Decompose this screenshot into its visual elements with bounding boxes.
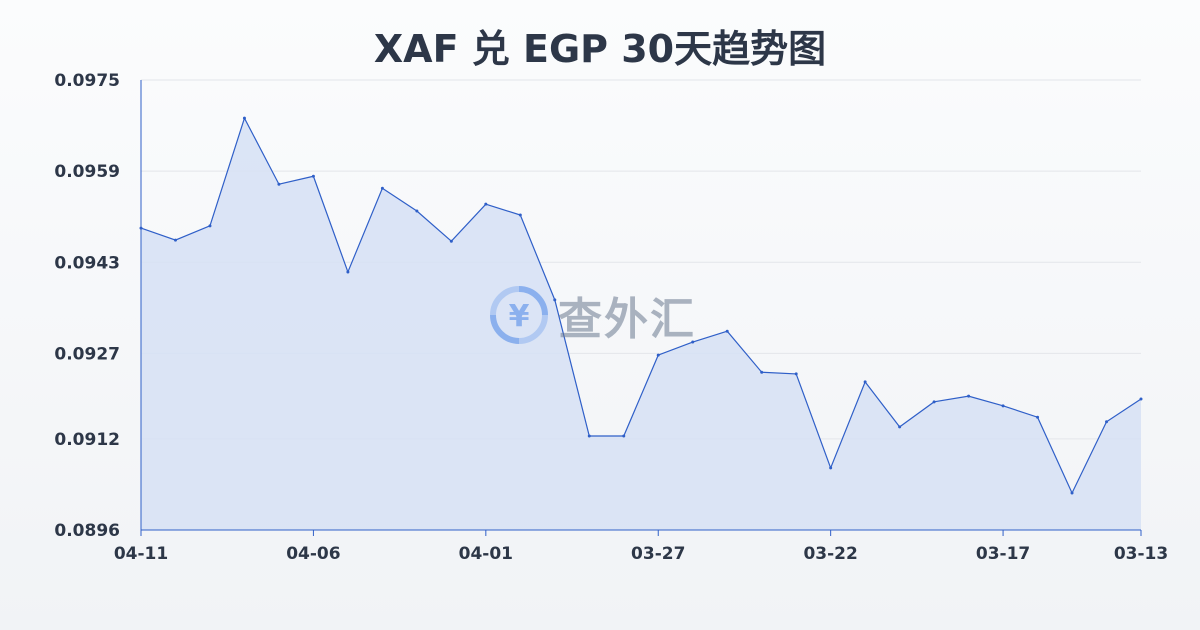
y-tick-label: 0.0927 [54,344,120,364]
data-point [1139,397,1143,401]
series-line [140,116,1142,495]
data-point [1001,404,1005,408]
y-tick-label: 0.0943 [54,253,120,273]
data-point [898,425,902,429]
data-point [1036,415,1040,419]
watermark-text: 查外汇 [558,294,696,345]
yen-exchange-icon: ¥ [490,286,548,344]
data-point [518,213,522,217]
data-point [380,186,384,190]
y-tick-label: 0.0896 [54,521,120,541]
data-point [449,239,453,243]
x-tick-label: 03-22 [803,544,857,564]
data-point [725,329,729,333]
y-tick-label: 0.0959 [54,162,120,182]
x-tick-label: 03-17 [976,544,1030,564]
chart-title: XAF 兑 EGP 30天趋势图 [373,27,827,71]
data-point [346,270,350,274]
data-point [415,209,419,213]
data-point [587,434,591,438]
x-tick-label: 04-06 [286,544,340,564]
data-point [1105,420,1109,424]
x-tick-label: 03-27 [631,544,685,564]
data-point [311,174,315,178]
data-point [173,238,177,242]
data-point [829,466,833,470]
data-point [484,202,488,206]
data-point [932,400,936,404]
data-point [656,353,660,357]
data-point [691,340,695,344]
x-tick-label: 03-13 [1114,544,1168,564]
data-point [277,182,281,186]
x-tick-label: 04-01 [459,544,513,564]
watermark: ¥ 查外汇 [488,283,696,347]
y-tick-label: 0.0912 [54,430,120,450]
area-fill [141,118,1141,531]
data-point [760,370,764,374]
data-point [1070,491,1074,495]
x-tick-label: 04-11 [114,544,168,564]
data-point [967,394,971,398]
data-point [139,226,143,230]
data-point [242,116,246,120]
data-point [863,380,867,384]
svg-text:¥: ¥ [509,299,530,334]
data-point [622,434,626,438]
y-tick-label: 0.0975 [54,71,120,91]
data-point [553,298,557,302]
data-point [794,372,798,376]
data-point [208,224,212,228]
